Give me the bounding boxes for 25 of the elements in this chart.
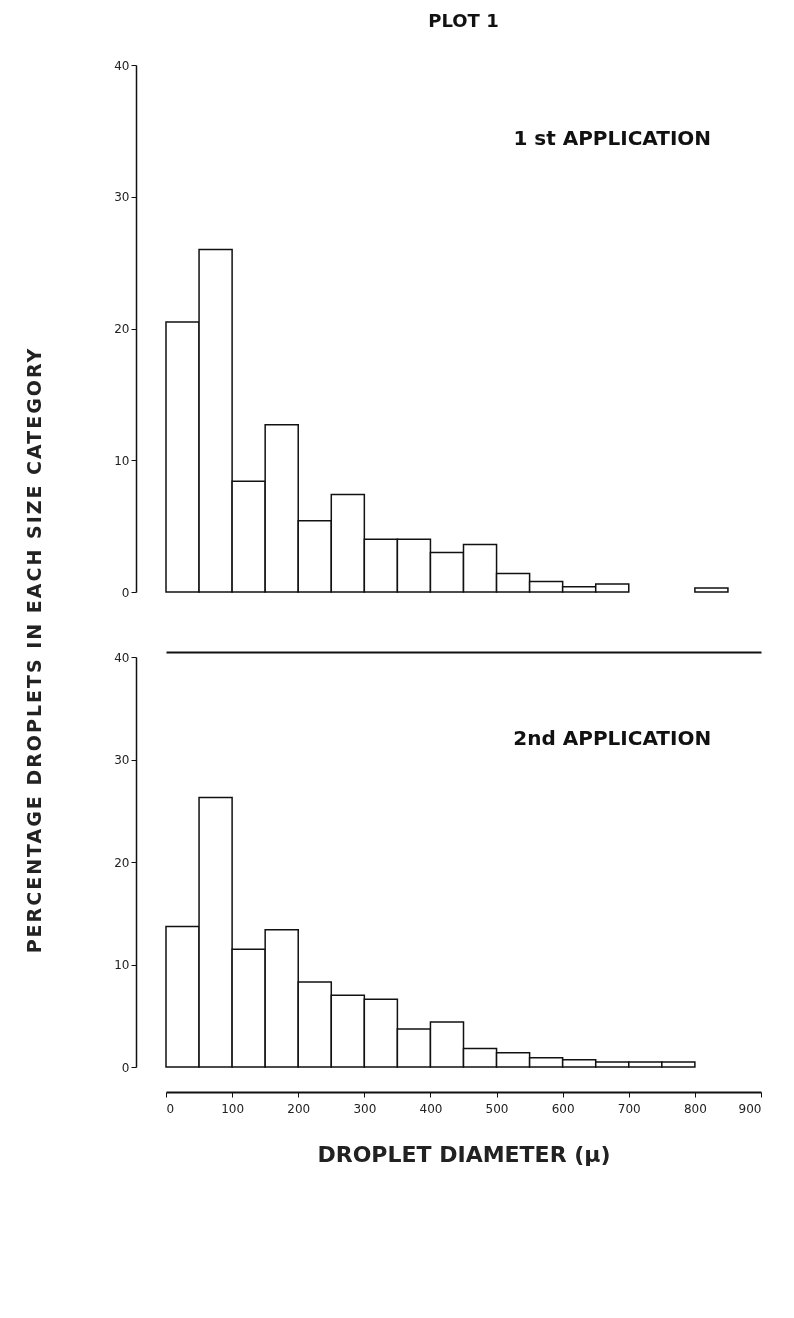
x-tick-label: 100 (221, 1101, 245, 1116)
y-tick-label: 40 (114, 650, 130, 665)
annotation: 1 st APPLICATION (513, 125, 712, 150)
x-tick-label: 800 (683, 1101, 707, 1116)
annotation: 2nd APPLICATION (513, 726, 712, 750)
y-tick-label: 40 (114, 58, 130, 73)
y-axis-title: PERCENTAGE DROPLETS IN EACH SIZE CATEGORY (23, 346, 45, 954)
x-tick-label: 300 (353, 1101, 377, 1116)
y-tick-label: 10 (114, 958, 130, 972)
y-tick-label: 30 (114, 753, 130, 767)
y-tick-label: 10 (114, 453, 130, 468)
y-tick-label: 20 (114, 855, 130, 870)
y-tick-label: 20 (114, 322, 130, 336)
x-tick-label: 700 (617, 1101, 641, 1116)
y-tick-label: 30 (114, 190, 130, 205)
x-tick-label: 0 (166, 1101, 175, 1116)
chart-title: PLOT 1 (428, 10, 499, 31)
x-tick-label: 900 (738, 1101, 762, 1116)
y-tick-label: 0 (121, 1060, 130, 1075)
x-axis-title: DROPLET DIAMETER (µ) (317, 1141, 611, 1167)
x-tick-label: 400 (419, 1101, 443, 1116)
y-tick-label: 0 (121, 585, 130, 600)
x-tick-label: 200 (287, 1101, 311, 1116)
x-tick-label: 500 (485, 1101, 509, 1116)
x-tick-label: 600 (551, 1101, 575, 1116)
